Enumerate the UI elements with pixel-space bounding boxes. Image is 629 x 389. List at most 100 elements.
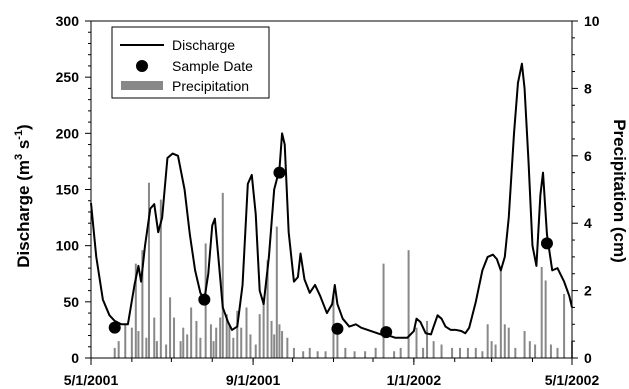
y-left-tick-label-4: 200 bbox=[56, 125, 80, 141]
y-left-tick-label-5: 250 bbox=[56, 69, 80, 85]
legend-label-sample-date: Sample Date bbox=[172, 58, 253, 74]
precipitation-bar-7 bbox=[145, 338, 147, 358]
precipitation-bar-25 bbox=[219, 318, 221, 358]
y-right-tick-label-1: 2 bbox=[584, 283, 592, 299]
precipitation-bar-12 bbox=[165, 345, 167, 358]
legend: Discharge Sample Date Precipitation bbox=[112, 27, 269, 98]
precipitation-bar-1 bbox=[118, 341, 120, 358]
precipitation-bar-17 bbox=[186, 334, 188, 358]
precipitation-bar-53 bbox=[364, 351, 366, 358]
precipitation-bar-52 bbox=[354, 351, 356, 358]
precipitation-bar-35 bbox=[259, 314, 261, 358]
precipitation-bar-64 bbox=[451, 348, 453, 358]
legend-label-precipitation: Precipitation bbox=[172, 78, 249, 94]
precipitation-bar-33 bbox=[249, 334, 251, 358]
precipitation-bar-9 bbox=[153, 318, 155, 358]
precipitation-bar-34 bbox=[255, 345, 257, 358]
precipitation-bar-2 bbox=[124, 324, 126, 358]
precipitation-bar-45 bbox=[302, 351, 304, 358]
precipitation-bar-51 bbox=[344, 348, 346, 358]
precipitation-bar-31 bbox=[240, 328, 242, 358]
precipitation-bar-74 bbox=[508, 328, 510, 358]
precipitation-bar-42 bbox=[281, 331, 283, 358]
precipitation-bar-72 bbox=[500, 270, 502, 358]
y-left-tick-label-1: 50 bbox=[63, 294, 79, 310]
y-right-tick-label-3: 6 bbox=[584, 148, 592, 164]
y-right-tick-label-0: 0 bbox=[584, 350, 592, 366]
precipitation-bar-61 bbox=[426, 321, 428, 358]
precipitation-bar-54 bbox=[375, 348, 377, 358]
precipitation-bar-38 bbox=[271, 321, 273, 358]
precipitation-bar-47 bbox=[317, 351, 319, 358]
precipitation-bar-16 bbox=[182, 328, 184, 358]
y-axis-left: 050100150200250300 bbox=[56, 13, 91, 366]
x-tick-label-0: 5/1/2001 bbox=[64, 372, 119, 388]
precipitation-bar-77 bbox=[529, 341, 531, 358]
precipitation-bar-46 bbox=[309, 348, 311, 358]
y-left-tick-label-2: 100 bbox=[56, 238, 80, 254]
sample-date-marker-3 bbox=[331, 323, 343, 335]
precipitation-bar-56 bbox=[393, 351, 395, 358]
y-axis-right-title: Precipitation (cm) bbox=[610, 119, 629, 263]
precipitation-bar-14 bbox=[173, 318, 175, 358]
precipitation-bar-40 bbox=[276, 227, 278, 358]
y-right-tick-label-2: 4 bbox=[584, 215, 592, 231]
precipitation-bar-76 bbox=[524, 331, 526, 358]
x-tick-label-1: 9/1/2001 bbox=[226, 372, 281, 388]
precipitation-bar-58 bbox=[408, 250, 410, 358]
precipitation-bar-68 bbox=[481, 351, 483, 358]
sample-date-marker-2 bbox=[273, 167, 285, 179]
sample-date-marker-0 bbox=[109, 322, 121, 334]
precipitation-bar-50 bbox=[336, 331, 338, 358]
precipitation-bar-0 bbox=[114, 348, 116, 358]
precipitation-bar-41 bbox=[278, 324, 280, 358]
precipitation-bar-60 bbox=[422, 348, 424, 358]
legend-swatch-precipitation bbox=[121, 81, 163, 90]
precipitation-bar-5 bbox=[137, 331, 139, 358]
x-tick-label-2: 1/1/2002 bbox=[387, 372, 442, 388]
y-right-tick-label-4: 8 bbox=[584, 80, 592, 96]
y-left-tick-label-0: 0 bbox=[71, 350, 79, 366]
precipitation-bar-32 bbox=[246, 307, 248, 358]
precipitation-bar-79 bbox=[541, 267, 543, 358]
precipitation-bar-67 bbox=[475, 348, 477, 358]
precipitation-bar-10 bbox=[156, 341, 158, 358]
y-axis-right: 0246810 bbox=[572, 13, 600, 366]
precipitation-bar-80 bbox=[545, 280, 547, 358]
x-axis: 5/1/20019/1/20011/1/20025/1/2002 bbox=[64, 358, 600, 388]
precipitation-bar-29 bbox=[232, 338, 234, 358]
precipitation-bar-15 bbox=[180, 341, 182, 358]
precipitation-bar-23 bbox=[213, 341, 215, 358]
sample-date-marker-1 bbox=[198, 294, 210, 306]
legend-label-discharge: Discharge bbox=[172, 37, 235, 53]
precipitation-bar-43 bbox=[286, 338, 288, 358]
precipitation-bar-82 bbox=[557, 348, 559, 358]
plot-area bbox=[91, 64, 573, 358]
precipitation-bar-26 bbox=[222, 193, 224, 358]
precipitation-bar-66 bbox=[467, 348, 469, 358]
precipitation-bar-63 bbox=[441, 345, 443, 358]
precipitation-bar-3 bbox=[131, 328, 133, 358]
y-left-tick-label-6: 300 bbox=[56, 13, 80, 29]
precipitation-bars bbox=[114, 183, 573, 358]
precipitation-bar-78 bbox=[534, 345, 536, 358]
sample-date-marker-4 bbox=[380, 326, 392, 338]
precipitation-bar-73 bbox=[504, 324, 506, 358]
precipitation-bar-57 bbox=[400, 348, 402, 358]
precipitation-bar-59 bbox=[416, 328, 418, 358]
precipitation-bar-69 bbox=[487, 324, 489, 358]
precipitation-bar-13 bbox=[169, 297, 171, 358]
precipitation-bar-28 bbox=[228, 324, 230, 358]
precipitation-bar-83 bbox=[563, 294, 565, 358]
precipitation-bar-71 bbox=[495, 345, 497, 358]
precipitation-bar-20 bbox=[199, 338, 201, 358]
precipitation-bar-18 bbox=[190, 307, 192, 358]
precipitation-bar-70 bbox=[491, 341, 493, 358]
precipitation-bar-39 bbox=[273, 334, 275, 358]
precipitation-bar-44 bbox=[293, 348, 295, 358]
precipitation-bar-75 bbox=[514, 348, 516, 358]
precipitation-bar-24 bbox=[215, 328, 217, 358]
precipitation-bar-55 bbox=[383, 264, 385, 358]
precipitation-bar-81 bbox=[550, 345, 552, 358]
